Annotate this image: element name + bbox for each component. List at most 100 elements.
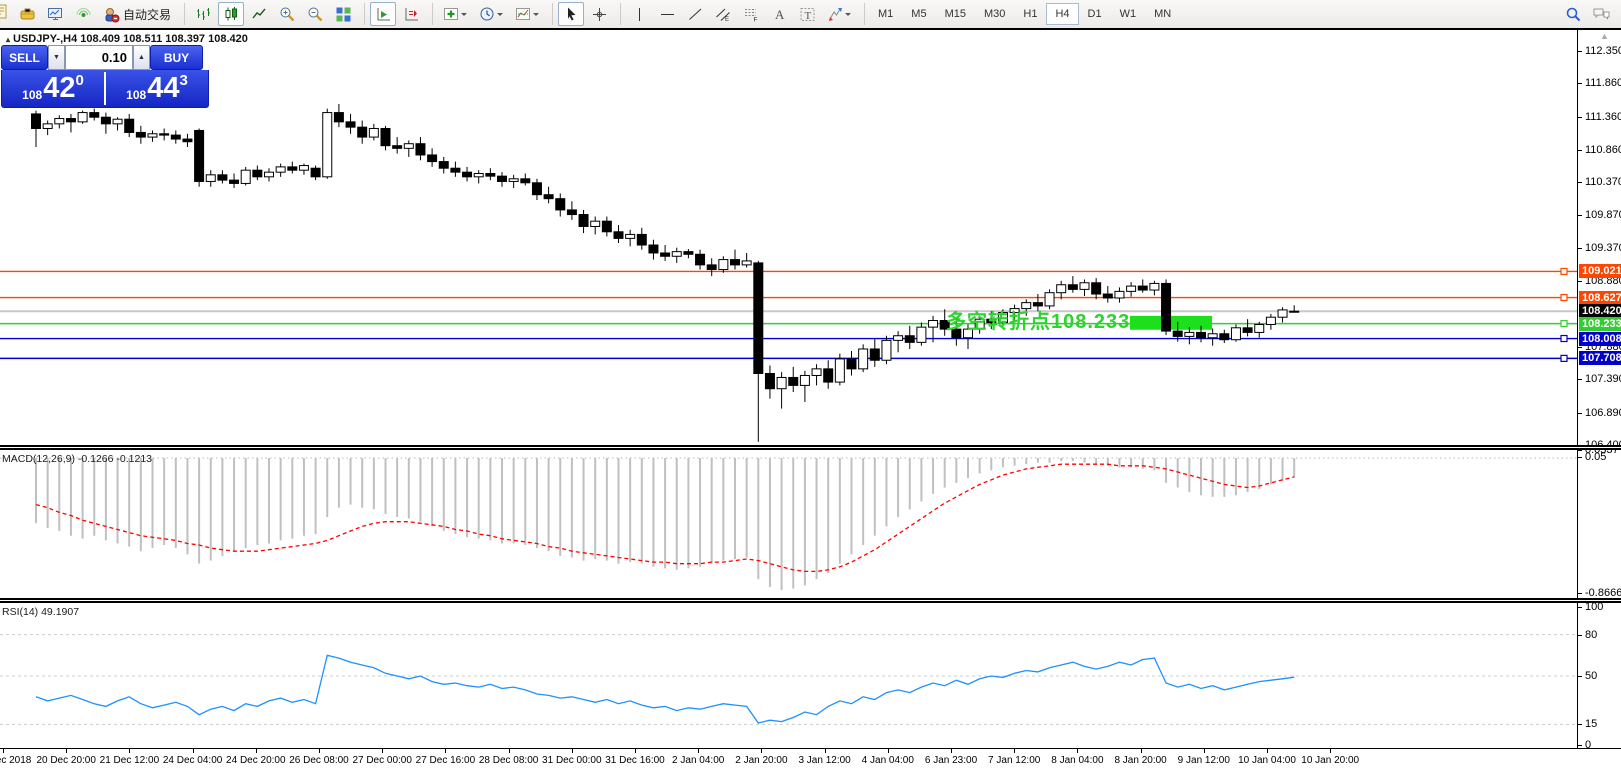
- vertical-line-icon[interactable]: [626, 2, 652, 26]
- candle-body: [776, 376, 787, 390]
- horizontal-line-icon[interactable]: [654, 2, 680, 26]
- line-anchor-marker[interactable]: [1560, 320, 1568, 328]
- line-anchor-marker[interactable]: [1560, 293, 1568, 302]
- line-anchor-marker[interactable]: [1560, 267, 1568, 276]
- price-line-label: 108.008: [1579, 331, 1621, 346]
- search-icon[interactable]: [1560, 2, 1586, 26]
- periods-icon[interactable]: [474, 2, 508, 26]
- toolbar-separator: [545, 3, 554, 25]
- candle-body: [112, 118, 123, 125]
- price-line-label: 108.233: [1579, 316, 1621, 331]
- candle-body: [205, 174, 216, 182]
- axis-tick: [1203, 749, 1205, 753]
- crosshair-icon[interactable]: [586, 2, 612, 26]
- toolbar-separator: [177, 3, 186, 25]
- volume-input[interactable]: 0.10: [65, 45, 133, 70]
- market-watch-icon[interactable]: [42, 2, 68, 26]
- candlestick-chart-icon[interactable]: [218, 2, 245, 26]
- candle-body: [1184, 331, 1195, 337]
- time-axis-label: 2 Jan 20:00: [735, 755, 788, 766]
- tab-m15[interactable]: M15: [944, 8, 966, 20]
- candle-body: [695, 253, 706, 266]
- line-chart-icon[interactable]: [246, 2, 272, 26]
- candle-body: [1161, 282, 1172, 332]
- axis-tick: [571, 749, 573, 753]
- tab-h4[interactable]: H4: [1046, 3, 1079, 25]
- candle-body: [881, 339, 892, 361]
- axis-tick: [66, 749, 68, 753]
- add-indicator-icon[interactable]: [438, 2, 472, 26]
- candle-body: [636, 233, 647, 246]
- scroll-up-icon[interactable]: ▲: [1600, 31, 1609, 41]
- pane-separator[interactable]: [0, 445, 1621, 450]
- candle-body: [718, 259, 729, 271]
- chart-shift-icon[interactable]: [398, 2, 424, 26]
- rsi-axis-label: 80: [1585, 628, 1598, 641]
- axis-tick: [1578, 83, 1582, 85]
- rsi-label: RSI(14) 49.1907: [2, 606, 80, 618]
- trendline-icon[interactable]: [682, 2, 708, 26]
- candle-body: [811, 368, 822, 376]
- tab-m1[interactable]: M1: [878, 8, 894, 20]
- zoom-in-icon[interactable]: [274, 2, 300, 26]
- toolbar-separator: [425, 3, 434, 25]
- new-order-icon[interactable]: [0, 3, 9, 25]
- chat-icon[interactable]: [1588, 2, 1614, 26]
- tab-m30[interactable]: M30: [983, 8, 1006, 20]
- tab-m5[interactable]: M5: [911, 8, 927, 20]
- candle-body: [1126, 285, 1137, 292]
- text-label-icon[interactable]: T: [794, 2, 820, 26]
- volume-decrease-button[interactable]: ▼: [48, 45, 65, 70]
- axis-tick: [1578, 607, 1582, 608]
- axis-tick: [1578, 745, 1582, 747]
- history-icon[interactable]: [14, 2, 40, 26]
- sell-button[interactable]: SELL: [1, 45, 48, 70]
- tab-w1[interactable]: W1: [1119, 8, 1137, 20]
- candle-body: [485, 173, 496, 177]
- signals-icon[interactable]: [70, 2, 96, 26]
- candle-body: [275, 166, 286, 173]
- templates-icon[interactable]: [510, 2, 544, 26]
- bar-chart-icon[interactable]: [190, 2, 216, 26]
- axis-tick: [1578, 280, 1582, 282]
- axis-tick: [761, 749, 763, 753]
- candle-body: [473, 173, 484, 178]
- tab-h1[interactable]: H1: [1023, 8, 1038, 20]
- candle-body: [1114, 290, 1125, 299]
- time-axis-label: 20 Dec 20:00: [36, 755, 96, 766]
- main-chart[interactable]: [0, 30, 1577, 445]
- fibonacci-icon[interactable]: F: [738, 2, 764, 26]
- tab-d1[interactable]: D1: [1087, 8, 1102, 20]
- tab-mn[interactable]: MN: [1154, 8, 1172, 20]
- axis-tick: [1014, 749, 1016, 753]
- line-anchor-marker[interactable]: [1560, 334, 1568, 343]
- macd-pane[interactable]: [0, 451, 1577, 598]
- equidistant-channel-icon[interactable]: E: [710, 2, 736, 26]
- candle-body: [252, 169, 263, 178]
- cursor-icon[interactable]: [558, 2, 585, 26]
- auto-scroll-icon[interactable]: [370, 2, 397, 26]
- arrows-icon[interactable]: [822, 2, 856, 26]
- candle-body: [823, 368, 834, 383]
- text-icon[interactable]: A: [766, 2, 792, 26]
- pane-separator[interactable]: [0, 598, 1621, 603]
- candle-body: [65, 118, 76, 123]
- candle-body: [939, 320, 950, 330]
- time-axis-label: 7 Jan 12:00: [988, 755, 1041, 766]
- price-axis[interactable]: 112.350 111.860 111.360 110.860 110.370 109.8…: [1577, 30, 1621, 752]
- tile-windows-icon[interactable]: [330, 2, 356, 26]
- buy-price[interactable]: 108 44 3: [106, 70, 208, 107]
- autotrade-button[interactable]: 自动交易: [98, 2, 176, 26]
- rsi-axis-label: 0: [1585, 739, 1592, 752]
- time-axis-label: 27 Dec 16:00: [415, 755, 476, 766]
- sell-price[interactable]: 108 42 0: [2, 70, 104, 107]
- line-anchor-marker[interactable]: [1560, 354, 1568, 362]
- zoom-out-icon[interactable]: [302, 2, 328, 26]
- buy-button[interactable]: BUY: [150, 45, 203, 70]
- turning-point-annotation[interactable]: 多空转折点108.233: [946, 311, 1131, 333]
- volume-increase-button[interactable]: ▲: [133, 45, 150, 70]
- time-axis-label: 27 Dec 00:00: [352, 755, 412, 766]
- rsi-pane[interactable]: [0, 604, 1577, 747]
- axis-tick: [1578, 116, 1582, 118]
